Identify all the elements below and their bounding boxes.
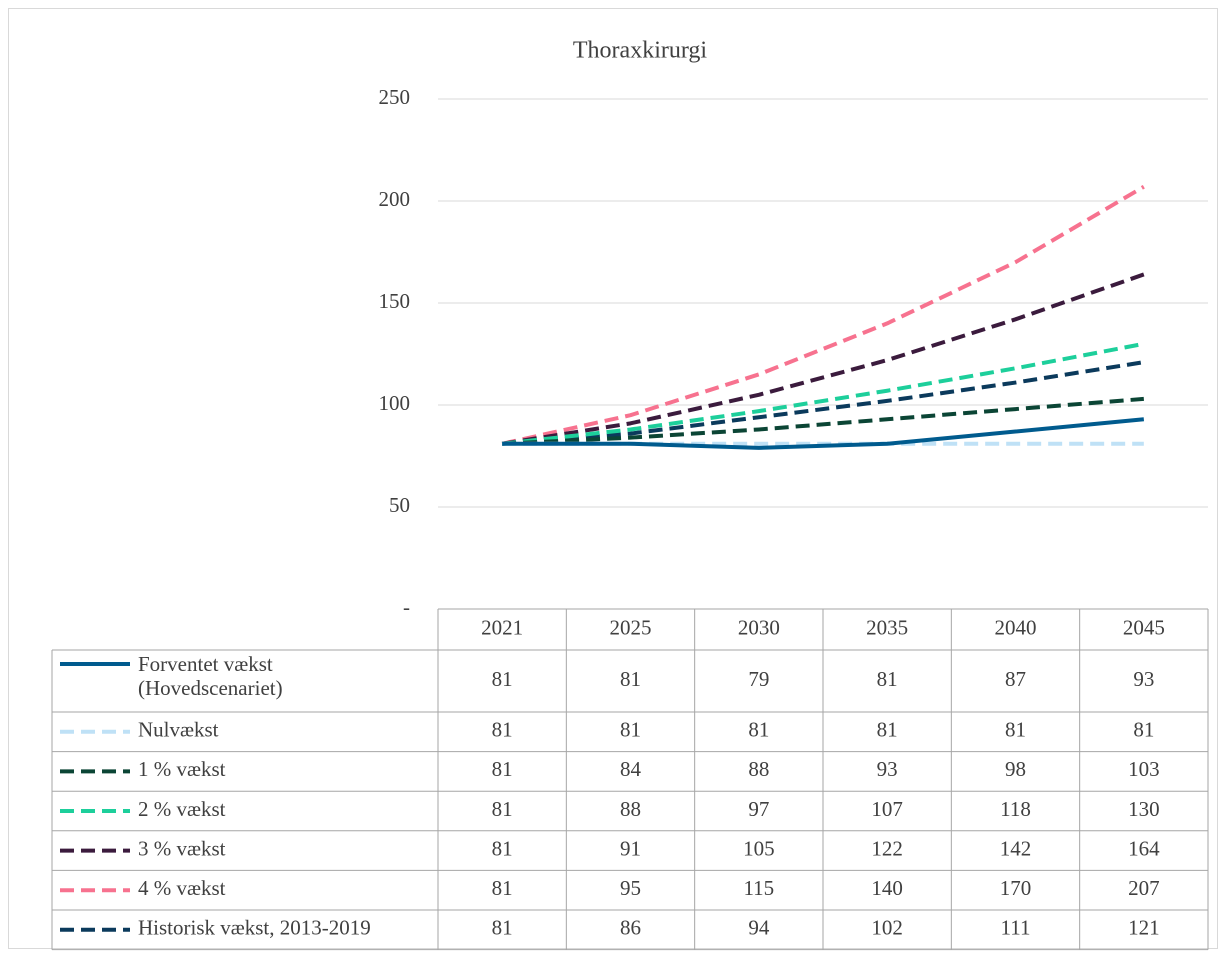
y-tick-label: 150 — [379, 289, 411, 313]
table-value: 81 — [492, 718, 513, 742]
x-tick-label: 2030 — [738, 615, 780, 639]
table-value: 88 — [748, 757, 769, 781]
table-value: 164 — [1128, 836, 1160, 860]
legend-label: 2 % vækst — [138, 797, 226, 821]
legend-label-box: Forventet vækst (Hovedscenariet) — [138, 652, 283, 700]
table-value: 81 — [492, 757, 513, 781]
table-value: 93 — [1133, 667, 1154, 691]
table-value: 102 — [871, 916, 903, 940]
legend-label: 4 % vækst — [138, 876, 226, 900]
series-line — [502, 360, 1145, 446]
x-tick-label: 2040 — [995, 615, 1037, 639]
x-tick-label: 2021 — [481, 615, 523, 639]
table-value: 111 — [1001, 916, 1031, 940]
table-value: 81 — [1133, 718, 1154, 742]
series-line — [502, 396, 1144, 446]
table-value: 81 — [1005, 718, 1026, 742]
table-value: 81 — [492, 667, 513, 691]
y-tick-label: 200 — [379, 187, 411, 211]
chart-title: Thoraxkirurgi — [573, 38, 708, 64]
legend-label: Historisk vækst, 2013-2019 — [138, 916, 371, 940]
table-value: 207 — [1128, 876, 1160, 900]
series-line — [501, 341, 1145, 446]
table-value: 81 — [620, 718, 641, 742]
table-value: 105 — [743, 836, 775, 860]
x-tick-label: 2045 — [1123, 615, 1165, 639]
table-value: 95 — [620, 876, 641, 900]
table-value: 140 — [871, 876, 903, 900]
legend-label: Nulvækst — [138, 718, 219, 742]
table-value: 88 — [620, 797, 641, 821]
table-value: 81 — [748, 718, 769, 742]
table-value: 87 — [1005, 667, 1026, 691]
table-value: 93 — [877, 757, 898, 781]
series-line — [501, 184, 1145, 446]
table-value: 81 — [877, 718, 898, 742]
y-tick-label: 100 — [379, 391, 411, 415]
table-value: 98 — [1005, 757, 1026, 781]
table-value: 121 — [1128, 916, 1160, 940]
series-line — [501, 272, 1145, 446]
table-value: 118 — [1000, 797, 1031, 821]
table-value: 170 — [1000, 876, 1032, 900]
x-tick-label: 2035 — [866, 615, 908, 639]
table-value: 81 — [620, 667, 641, 691]
x-tick-label: 2025 — [610, 615, 652, 639]
table-value: 81 — [492, 916, 513, 940]
table-value: 103 — [1128, 757, 1160, 781]
legend-label: 1 % vækst — [138, 757, 226, 781]
chart-border — [8, 8, 1218, 949]
table-value: 81 — [877, 667, 898, 691]
y-tick-label: 50 — [389, 493, 410, 517]
table-value: 130 — [1128, 797, 1160, 821]
table-value: 115 — [743, 876, 774, 900]
table-value: 91 — [620, 836, 641, 860]
table-value: 86 — [620, 916, 641, 940]
y-tick-label: 250 — [379, 85, 411, 109]
table-value: 97 — [748, 797, 769, 821]
table-value: 84 — [620, 757, 642, 781]
y-tick-label: - — [403, 595, 410, 619]
table-value: 107 — [871, 797, 903, 821]
table-value: 81 — [492, 797, 513, 821]
table-value: 81 — [492, 836, 513, 860]
table-value: 94 — [748, 916, 770, 940]
table-value: 122 — [871, 836, 903, 860]
table-value: 81 — [492, 876, 513, 900]
table-value: 79 — [748, 667, 769, 691]
legend-label: Forventet vækst (Hovedscenariet) — [138, 652, 283, 700]
legend-label: 3 % vækst — [138, 836, 226, 860]
series-line — [502, 417, 1145, 450]
table-value: 142 — [1000, 836, 1032, 860]
